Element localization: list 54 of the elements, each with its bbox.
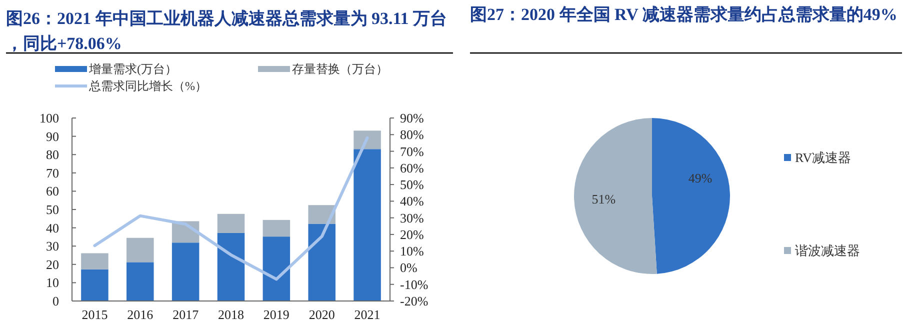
bar (81, 269, 108, 301)
x-tick-label: 2016 (127, 307, 154, 322)
pie-slice (652, 118, 730, 274)
legend-label: 总需求同比增长（%） (88, 79, 207, 93)
y2-tick-label: 10% (400, 244, 424, 259)
bar (262, 236, 290, 301)
y-tick-label: 100 (40, 110, 59, 126)
y2-tick-label: 90% (400, 110, 424, 126)
bar (126, 262, 154, 301)
legend-label: RV减速器 (795, 150, 852, 165)
y-tick-label: 10 (46, 275, 59, 290)
y-tick-label: 20 (46, 256, 59, 272)
y2-tick-label: 80% (400, 127, 424, 142)
x-tick-label: 2018 (218, 307, 244, 322)
x-tick-label: 2019 (263, 307, 290, 322)
y2-tick-label: 30% (400, 210, 424, 226)
y2-tick-label: 70% (400, 144, 424, 159)
bar (354, 149, 381, 301)
legend-label: 谐波减速器 (795, 243, 860, 258)
y2-tick-label: 0% (400, 260, 418, 276)
y2-tick-label: -20% (400, 294, 428, 308)
bar (262, 220, 290, 237)
y-tick-label: 0 (52, 294, 59, 308)
line-series (93, 136, 369, 281)
x-tick-label: 2015 (82, 307, 108, 322)
data-label: 51% (592, 192, 616, 207)
y2-tick-label: 50% (400, 177, 424, 192)
chart-title: 图27：2020 年全国 RV 减速器需求量约占总需求量的49% (470, 5, 898, 24)
y-tick-label: 90 (46, 128, 59, 144)
pie-slice (574, 118, 657, 274)
bar (217, 214, 245, 233)
data-label: 49% (688, 170, 712, 186)
bar (126, 238, 154, 262)
y-tick-label: 60 (46, 184, 59, 199)
x-tick-label: 2021 (354, 307, 380, 322)
y-tick-label: 80 (46, 147, 59, 162)
bar (172, 242, 200, 301)
bar (308, 224, 336, 301)
y2-tick-label: 20% (400, 226, 424, 242)
bar (81, 253, 108, 270)
y-tick-label: 40 (46, 220, 59, 236)
y-tick-label: 30 (46, 238, 59, 254)
y2-tick-label: 40% (400, 194, 424, 209)
y-tick-label: 70 (46, 165, 59, 180)
chart-title: 图26：2021 年中国工业机器人减速器总需求量为 93.11 万台，同比+78.06% (6, 9, 448, 53)
y2-tick-label: -10% (400, 276, 428, 292)
bar (354, 130, 381, 150)
bar (217, 232, 245, 301)
y-tick-label: 50 (46, 202, 59, 217)
x-tick-label: 2020 (308, 307, 335, 322)
x-tick-label: 2017 (172, 307, 200, 322)
y2-tick-label: 60% (400, 160, 424, 176)
legend-label: 增量需求(万台） (88, 62, 177, 76)
legend-label: 存量替换（万台） (292, 62, 388, 76)
